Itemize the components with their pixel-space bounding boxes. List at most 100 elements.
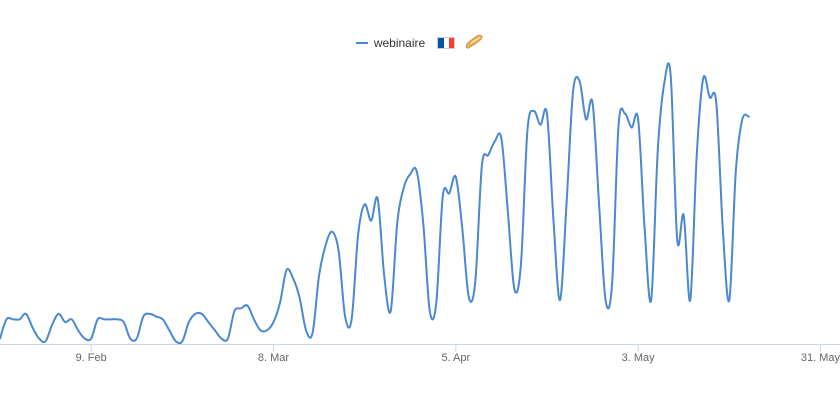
data-point[interactable] (687, 297, 693, 303)
data-point[interactable] (303, 327, 309, 333)
data-point[interactable] (205, 319, 211, 325)
data-point[interactable] (323, 242, 329, 248)
data-point[interactable] (349, 316, 355, 322)
data-point[interactable] (713, 100, 719, 106)
data-point[interactable] (661, 81, 667, 87)
data-point[interactable] (316, 273, 322, 279)
data-point[interactable] (251, 316, 257, 322)
data-point[interactable] (0, 336, 3, 342)
data-point[interactable] (355, 231, 361, 237)
data-point[interactable] (570, 89, 576, 95)
data-point[interactable] (30, 325, 36, 331)
data-point[interactable] (707, 94, 713, 100)
data-point[interactable] (23, 311, 29, 317)
data-point[interactable] (290, 275, 296, 281)
data-point[interactable] (49, 322, 55, 328)
series-line-webinaire[interactable] (0, 62, 750, 345)
data-point[interactable] (648, 297, 654, 303)
data-point[interactable] (739, 116, 745, 122)
data-point[interactable] (492, 138, 498, 144)
data-point[interactable] (446, 190, 452, 196)
data-point[interactable] (368, 218, 374, 224)
legend-item-webinaire[interactable]: webinaire (355, 34, 484, 53)
data-point[interactable] (427, 308, 433, 314)
data-point[interactable] (466, 294, 472, 300)
data-point[interactable] (257, 327, 263, 333)
data-point[interactable] (101, 316, 107, 322)
data-point[interactable] (95, 316, 101, 322)
data-point[interactable] (681, 212, 687, 218)
data-point[interactable] (17, 316, 23, 322)
data-point[interactable] (635, 116, 641, 122)
data-point[interactable] (75, 327, 81, 333)
data-point[interactable] (629, 125, 635, 131)
data-point[interactable] (498, 136, 504, 142)
data-point[interactable] (388, 308, 394, 314)
data-point[interactable] (505, 209, 511, 215)
data-point[interactable] (550, 218, 556, 224)
data-point[interactable] (577, 78, 583, 84)
data-point[interactable] (642, 226, 648, 232)
data-point[interactable] (414, 168, 420, 174)
data-point[interactable] (336, 248, 342, 254)
data-point[interactable] (140, 314, 146, 320)
data-point[interactable] (674, 237, 680, 243)
data-point[interactable] (4, 316, 10, 322)
data-point[interactable] (147, 311, 153, 317)
data-point[interactable] (381, 273, 387, 279)
data-point[interactable] (726, 297, 732, 303)
data-point[interactable] (108, 316, 114, 322)
data-point[interactable] (62, 319, 68, 325)
data-point[interactable] (511, 286, 517, 292)
data-point[interactable] (43, 338, 49, 344)
data-point[interactable] (518, 262, 524, 268)
data-point[interactable] (401, 185, 407, 191)
data-point[interactable] (472, 278, 478, 284)
data-point[interactable] (199, 311, 205, 317)
data-point[interactable] (10, 316, 16, 322)
data-point[interactable] (329, 229, 335, 235)
data-point[interactable] (459, 226, 465, 232)
data-point[interactable] (114, 316, 120, 322)
data-point[interactable] (440, 193, 446, 199)
data-point[interactable] (720, 226, 726, 232)
data-point[interactable] (746, 114, 752, 120)
data-point[interactable] (127, 336, 133, 342)
data-point[interactable] (590, 100, 596, 106)
data-point[interactable] (284, 267, 290, 273)
data-point[interactable] (173, 338, 179, 344)
data-point[interactable] (479, 163, 485, 169)
data-point[interactable] (700, 75, 706, 81)
data-point[interactable] (485, 152, 491, 158)
data-point[interactable] (668, 72, 674, 78)
data-point[interactable] (225, 336, 231, 342)
data-point[interactable] (603, 297, 609, 303)
data-point[interactable] (394, 220, 400, 226)
data-point[interactable] (121, 319, 127, 325)
data-point[interactable] (655, 149, 661, 155)
data-point[interactable] (277, 300, 283, 306)
data-point[interactable] (56, 311, 62, 317)
data-point[interactable] (297, 294, 303, 300)
data-point[interactable] (622, 111, 628, 117)
data-point[interactable] (609, 281, 615, 287)
data-point[interactable] (596, 201, 602, 207)
data-point[interactable] (616, 122, 622, 128)
data-point[interactable] (733, 168, 739, 174)
data-point[interactable] (453, 174, 459, 180)
data-point[interactable] (264, 327, 270, 333)
data-point[interactable] (179, 338, 185, 344)
data-point[interactable] (433, 300, 439, 306)
data-point[interactable] (153, 314, 159, 320)
data-point[interactable] (407, 171, 413, 177)
data-point[interactable] (134, 336, 140, 342)
data-point[interactable] (231, 308, 237, 314)
data-point[interactable] (238, 305, 244, 311)
data-point[interactable] (694, 152, 700, 158)
data-point[interactable] (160, 316, 166, 322)
data-point[interactable] (375, 196, 381, 202)
data-point[interactable] (166, 327, 172, 333)
data-point[interactable] (69, 316, 75, 322)
data-point[interactable] (82, 336, 88, 342)
data-point[interactable] (557, 297, 563, 303)
